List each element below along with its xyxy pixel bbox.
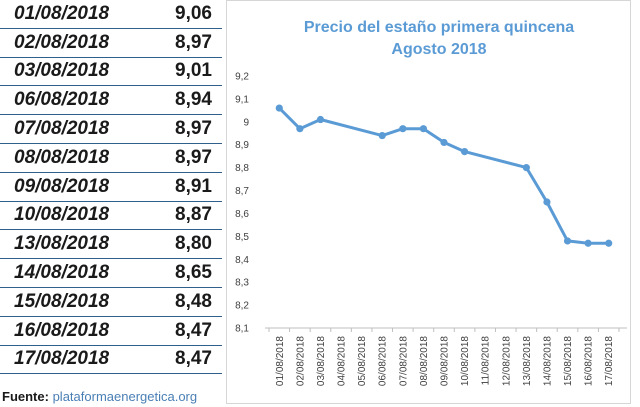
y-tick-label: 8,6 [235,209,249,220]
x-tick-label: 03/08/2018 [316,336,327,386]
x-tick-label: 09/08/2018 [440,336,451,386]
row-date: 13/08/2018 [0,229,146,260]
data-point [543,198,551,206]
table-row: 17/08/2018 8,47 [0,345,222,375]
x-tick-label: 07/08/2018 [398,336,409,386]
table-row: 07/08/2018 8,97 [0,114,222,144]
x-tick-label: 02/08/2018 [295,336,306,386]
source-note: Fuente: plataformaenergetica.org [2,389,197,404]
data-point [460,148,469,156]
row-price: 8,97 [145,143,222,173]
row-price: 9,06 [145,0,222,29]
row-date: 07/08/2018 [0,114,146,144]
y-tick-label: 9,1 [235,94,249,105]
row-price: 8,87 [145,201,222,231]
row-price: 8,47 [145,345,222,375]
row-price: 8,91 [145,172,222,202]
y-tick-label: 8,1 [235,324,249,335]
data-point [419,125,428,133]
y-tick-label: 8,2 [235,301,249,312]
table-row: 02/08/2018 8,97 [0,28,222,58]
table-row: 03/08/2018 9,01 [0,57,222,87]
row-price: 9,01 [145,57,222,87]
x-tick-label: 12/08/2018 [501,336,512,386]
row-price: 8,80 [145,229,222,260]
x-tick-label: 08/08/2018 [419,336,430,386]
source-label: Fuente: [2,389,49,404]
table-row: 13/08/2018 8,80 [0,229,222,260]
row-date: 16/08/2018 [0,316,146,346]
x-tick-label: 14/08/2018 [542,336,553,386]
y-tick-label: 8,9 [235,140,249,151]
row-date: 08/08/2018 [0,143,146,173]
row-price: 8,65 [145,258,222,288]
x-tick-label: 01/08/2018 [275,336,286,386]
data-point [296,125,304,133]
table-row: 16/08/2018 8,47 [0,316,222,346]
source-link[interactable]: plataformaenergetica.org [52,389,198,404]
x-tick-label: 06/08/2018 [378,336,389,386]
row-price: 8,48 [145,287,222,317]
x-axis: 01/08/2018 02/08/2018 03/08/2018 04/08/2018… [268,328,620,386]
x-tick-label: 15/08/2018 [563,336,574,386]
price-line-chart: Precio del estaño primera quincena Agost… [235,19,627,386]
table-row: 15/08/2018 8,48 [0,287,222,317]
row-price: 8,47 [145,316,222,346]
table-row: 06/08/2018 8,94 [0,85,222,116]
data-point [316,115,325,124]
row-date: 17/08/2018 [0,345,146,375]
row-date: 09/08/2018 [0,172,146,202]
data-point [440,138,448,147]
data-point [378,131,386,140]
y-axis: 8,1 8,2 8,3 8,4 8,5 8,6 8,7 8,8 8,9 9 9,1 9,2 [235,72,249,335]
data-point [522,164,530,172]
x-tick-label: 13/08/2018 [522,336,533,386]
row-date: 01/08/2018 [0,0,146,29]
y-tick-label: 8,8 [235,163,249,174]
row-date: 10/08/2018 [0,201,146,231]
table-row: 01/08/2018 9,06 [0,0,222,29]
row-price: 8,94 [145,85,222,116]
x-tick-label: 11/08/2018 [481,336,492,386]
row-price: 8,97 [145,28,222,58]
row-price: 8,97 [145,114,222,144]
y-tick-label: 9,2 [235,72,249,83]
x-tick-label: 04/08/2018 [337,336,348,386]
chart-subtitle: Agosto 2018 [391,41,486,58]
price-table: 01/08/2018 9,06 02/08/2018 8,97 03/08/2018 9,… [0,0,222,375]
row-date: 14/08/2018 [0,258,146,288]
data-points [275,104,613,247]
y-tick-label: 8,5 [235,232,249,243]
x-tick-label: 16/08/2018 [584,336,595,386]
y-tick-label: 8,4 [235,255,249,266]
y-tick-label: 9 [243,117,249,128]
data-point [399,125,407,133]
x-tick-label: 05/08/2018 [357,336,368,386]
chart-title: Precio del estaño primera quincena [304,19,574,36]
row-date: 15/08/2018 [0,287,146,317]
table-row: 10/08/2018 8,87 [0,201,222,231]
row-date: 03/08/2018 [0,57,146,87]
y-tick-label: 8,3 [235,278,249,289]
data-point [563,237,572,245]
data-point [605,239,613,247]
series-line [277,106,611,245]
chart-panel: Precio del estaño primera quincena Agost… [226,0,631,404]
y-tick-label: 8,7 [235,186,249,197]
x-tick-label: 17/08/2018 [604,336,615,386]
data-point [275,104,283,112]
table-row: 14/08/2018 8,65 [0,258,222,288]
table-row: 08/08/2018 8,97 [0,143,222,173]
data-point [584,239,592,247]
table-row: 09/08/2018 8,91 [0,172,222,202]
x-tick-label: 10/08/2018 [460,336,471,386]
row-date: 02/08/2018 [0,28,146,58]
row-date: 06/08/2018 [0,85,146,116]
